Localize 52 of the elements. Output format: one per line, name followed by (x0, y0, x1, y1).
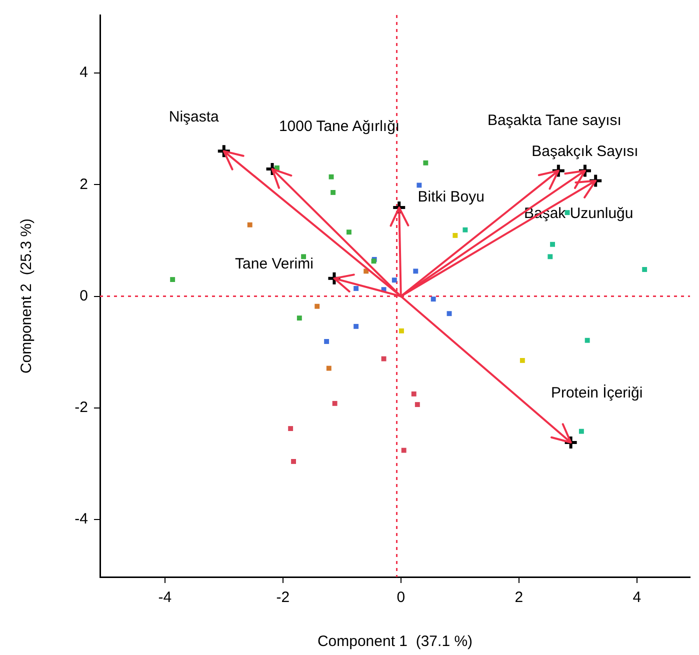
point (399, 328, 404, 334)
point (413, 268, 418, 274)
x-tick-label: 2 (514, 589, 524, 606)
point (346, 230, 352, 235)
annotation: Bitki Boyu (418, 188, 484, 206)
point (332, 400, 338, 406)
point (392, 278, 397, 283)
annotation: Başakta Tane sayısı (487, 112, 622, 129)
point (430, 296, 436, 302)
annotation: Protein İçeriği (550, 384, 643, 402)
point (328, 174, 334, 180)
y-tick-label: -2 (74, 399, 88, 416)
point (401, 448, 406, 453)
point (414, 402, 420, 408)
y-tick-label: -4 (74, 510, 88, 528)
y-axis-title: Component 2 (25.3 %) (18, 218, 36, 374)
annotation: Tane Verimi (235, 256, 314, 273)
point (324, 339, 330, 344)
point (354, 324, 359, 329)
point (314, 304, 320, 309)
y-tick-label: 2 (80, 176, 88, 193)
point (381, 356, 386, 362)
point (642, 267, 648, 272)
point (296, 316, 302, 321)
point (584, 338, 590, 343)
point (446, 311, 452, 316)
point (247, 222, 252, 228)
point (416, 182, 422, 188)
y-tick-label: 4 (80, 64, 88, 82)
x-tick-label: -2 (276, 589, 290, 606)
point (578, 428, 584, 434)
x-tick-label: 4 (632, 589, 642, 606)
annotation: Başakçık Sayısı (532, 142, 638, 160)
point (288, 426, 294, 432)
y-tick-label: 0 (80, 287, 88, 304)
annotation: 1000 Tane Ağırlığı (278, 118, 400, 136)
point (354, 286, 359, 291)
point (423, 160, 428, 166)
x-axis-title: Component 1 (37.1 %) (317, 633, 473, 650)
point (170, 277, 176, 282)
point (462, 227, 468, 232)
point (452, 232, 458, 238)
point (330, 190, 336, 195)
point (411, 391, 416, 396)
point (550, 242, 556, 247)
x-tick-label: 0 (396, 589, 406, 606)
point (548, 254, 553, 260)
point (520, 358, 525, 363)
annotation: Nişasta (168, 108, 220, 126)
x-tick-label: -4 (158, 589, 172, 606)
point (291, 459, 296, 464)
point (326, 366, 332, 371)
